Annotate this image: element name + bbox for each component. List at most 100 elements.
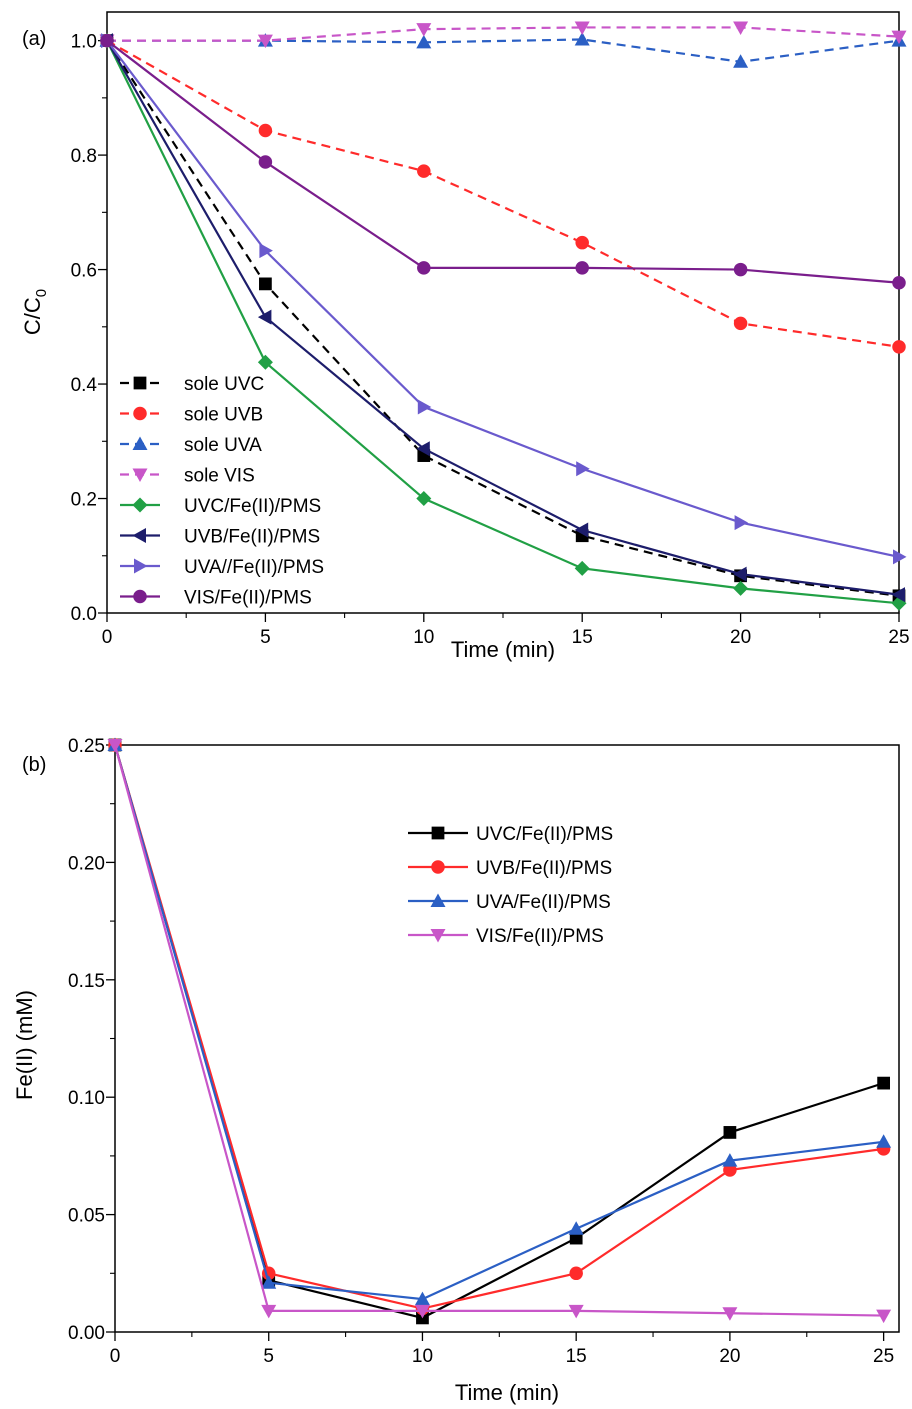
legend-marker	[133, 589, 147, 604]
y-tick-label: 0.4	[71, 375, 98, 396]
legend: sole UVC sole UVB sole UVA sole VIS UVC/Fe(I…	[120, 374, 324, 609]
y-tick-label: 0.8	[71, 146, 97, 167]
data-point	[575, 261, 589, 275]
legend-label: sole UVC	[184, 374, 264, 395]
data-point	[414, 1291, 430, 1306]
legend-label: sole VIS	[184, 466, 255, 487]
series-line	[113, 744, 884, 1310]
x-axis-title: Time (min)	[451, 637, 555, 662]
legend-marker	[133, 406, 147, 421]
plot-frame	[106, 11, 900, 614]
legend-marker	[132, 468, 148, 482]
data-point	[257, 354, 273, 370]
data-point	[723, 1163, 737, 1177]
legend-marker	[132, 436, 148, 450]
series-line	[106, 40, 900, 605]
series-line	[106, 40, 900, 597]
y-tick-label: 0.00	[68, 1323, 105, 1344]
x-tick-label: 0	[102, 627, 113, 648]
data-point	[733, 21, 749, 35]
data-point	[107, 739, 123, 753]
legend-label: UVC/Fe(II)/PMS	[476, 824, 613, 845]
series-sole-uva	[99, 31, 907, 68]
data-point	[734, 515, 749, 531]
y-tick-label: 0.20	[68, 853, 105, 874]
data-point	[574, 522, 589, 538]
series-line	[107, 26, 900, 42]
series-sole-vis	[99, 21, 907, 49]
data-point	[261, 1304, 277, 1319]
data-point	[259, 243, 273, 259]
legend-marker	[431, 860, 445, 874]
data-point	[416, 441, 430, 457]
data-point	[733, 580, 749, 596]
legend-label: sole UVB	[184, 405, 263, 426]
data-point	[876, 1134, 892, 1148]
y-tick-label: 0.05	[68, 1206, 105, 1227]
legend-label: VIS/Fe(II)/PMS	[476, 926, 604, 947]
y-tick-label: 1.0	[71, 32, 97, 53]
legend-marker	[134, 558, 148, 574]
data-point	[100, 33, 114, 48]
legend-marker	[430, 929, 446, 943]
data-point	[733, 566, 747, 582]
y-axis-title: Fe(II) (mM)	[12, 990, 37, 1100]
y-tick-label: 0.10	[68, 1088, 105, 1109]
series-line	[106, 39, 900, 348]
data-point	[722, 1153, 738, 1167]
x-tick-label: 25	[888, 627, 909, 648]
data-point	[891, 30, 907, 45]
panel-label: (a)	[22, 28, 46, 50]
legend-marker	[133, 376, 147, 390]
x-axis-title: Time (min)	[455, 1380, 559, 1405]
data-point	[261, 1275, 277, 1289]
legend-marker	[431, 826, 445, 840]
legend-label: UVC/Fe(II)/PMS	[184, 496, 321, 517]
data-point	[569, 1266, 583, 1281]
data-point	[892, 275, 906, 290]
series-line	[106, 40, 900, 596]
legend-label: UVB/Fe(II)/PMS	[184, 527, 320, 548]
legend-label: VIS/Fe(II)/PMS	[184, 588, 312, 609]
data-point	[574, 31, 590, 46]
series-uva-fe-ii-pms	[101, 33, 907, 565]
legend-label: UVB/Fe(II)/PMS	[476, 858, 612, 879]
data-point	[892, 340, 906, 354]
data-point	[576, 461, 590, 477]
x-tick-label: 20	[719, 1346, 740, 1367]
legend-marker	[430, 893, 446, 907]
legend-label: UVA//Fe(II)/PMS	[184, 557, 324, 578]
legend: UVC/Fe(II)/PMS UVB/Fe(II)/PMS UVA/Fe(II)/P…	[408, 824, 613, 947]
data-point	[575, 235, 589, 250]
chart-panel-a: 0 5 10 15 20 25 0.0 0.2 0.4 0.6 0.8 1.0 (a) Time (min…	[20, 11, 910, 662]
data-point	[733, 54, 749, 68]
series-line	[106, 39, 900, 284]
y-tick-label: 0.6	[71, 261, 97, 282]
y-tick-label: 0.15	[68, 971, 105, 992]
chart-panel-b: 0 5 10 15 20 25 0.00 0.05 0.10 0.15 0.20 0.25 (b) Tim…	[12, 736, 900, 1405]
x-tick-label: 20	[730, 627, 751, 648]
series-uva-fe-ii-pms	[107, 737, 892, 1306]
data-point	[569, 1231, 583, 1245]
data-point	[259, 277, 272, 291]
data-point	[568, 1221, 584, 1235]
x-tick-label: 15	[566, 1346, 587, 1367]
series-sole-uvc	[100, 34, 906, 603]
data-point	[891, 587, 905, 603]
series-line	[106, 39, 900, 558]
data-point	[723, 1126, 737, 1139]
x-tick-label: 25	[873, 1346, 894, 1367]
x-tick-label: 15	[572, 627, 593, 648]
data-point	[417, 261, 431, 275]
series-line	[113, 744, 884, 1317]
series-sole-uvb	[100, 33, 906, 354]
data-point	[257, 34, 273, 49]
data-point	[416, 34, 432, 49]
data-point	[417, 399, 432, 415]
data-point	[574, 21, 590, 35]
x-tick-label: 0	[110, 1346, 121, 1367]
series-vis-fe-ii-pms	[107, 739, 892, 1324]
y-tick-label: 0.2	[71, 490, 97, 511]
legend-label: UVA/Fe(II)/PMS	[476, 892, 611, 913]
